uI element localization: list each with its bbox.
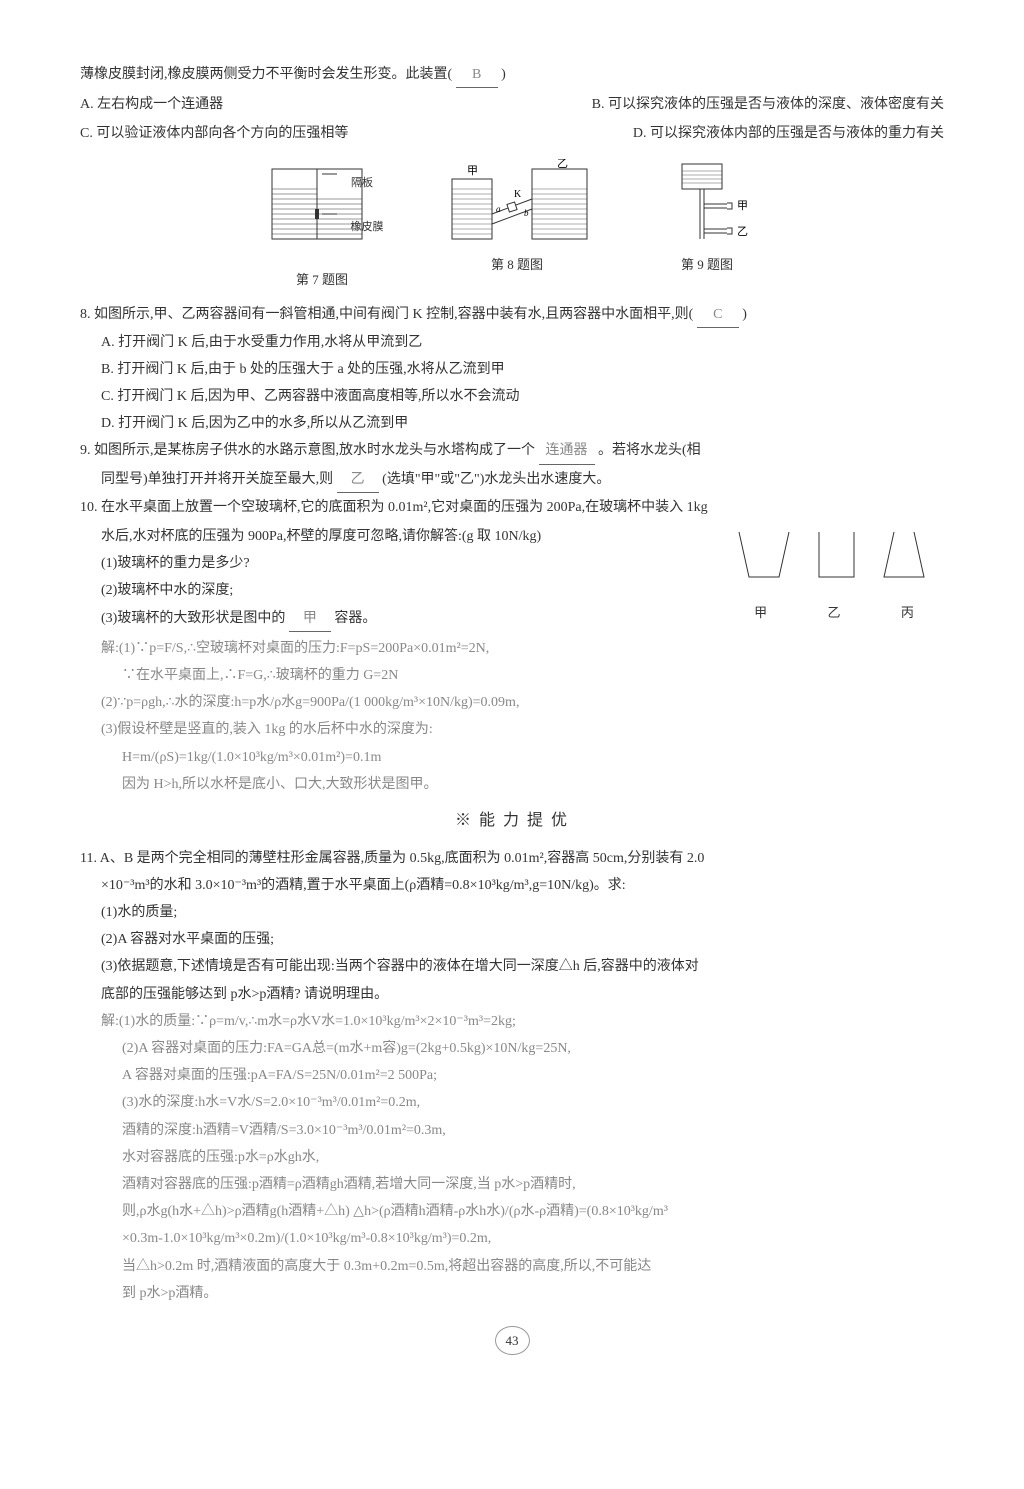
q7-stem: 薄橡皮膜封闭,橡皮膜两侧受力不平衡时会发生形变。此装置( B ) (80, 62, 944, 88)
q7-optB: B. 可以探究液体的压强是否与液体的深度、液体密度有关 (592, 92, 944, 117)
q9-stem-a: 9. 如图所示,是某栋房子供水的水路示意图,放水时水龙头与水塔构成了一个 (80, 443, 535, 458)
q10-sol3c: 因为 H>h,所以水杯是底小、口大,大致形状是图甲。 (80, 772, 944, 797)
q10-part1: (1)玻璃杯的重力是多少? (80, 551, 724, 576)
q8-optC: C. 打开阀门 K 后,因为甲、乙两容器中液面高度相等,所以水不会流动 (80, 384, 944, 409)
fig9-caption: 第 9 题图 (652, 253, 762, 276)
fig8-caption: 第 8 题图 (442, 253, 592, 276)
q9-line1: 9. 如图所示,是某栋房子供水的水路示意图,放水时水龙头与水塔构成了一个 连通器… (80, 438, 944, 464)
q10-cups-svg (724, 522, 944, 592)
q9-blank1: 连通器 (539, 438, 595, 464)
fig9-jia: 甲 (737, 200, 748, 212)
q10-part3a: (3)玻璃杯的大致形状是图中的 (101, 611, 285, 626)
q10-sol1b: ∵在水平桌面上,∴F=G,∴玻璃杯的重力 G=2N (80, 663, 944, 688)
q7-stem-end: ) (501, 67, 506, 82)
q10-sol3a: (3)假设杯壁是竖直的,装入 1kg 的水后杯中水的深度为: (80, 717, 944, 742)
q11-part3b: 底部的压强能够达到 p水>p酒精? 请说明理由。 (80, 982, 944, 1007)
q7-stem-text: 薄橡皮膜封闭,橡皮膜两侧受力不平衡时会发生形变。此装置( (80, 67, 452, 82)
fig8-yi: 乙 (557, 159, 568, 170)
q10-part3b: 容器。 (334, 611, 376, 626)
q7-answer: B (456, 62, 498, 88)
q11-sol3h: 到 p水>p酒精。 (80, 1281, 944, 1306)
q9-stem-c: 同型号)单独打开并将开关旋至最大,则 (101, 472, 333, 487)
q11-stem1: 11. A、B 是两个完全相同的薄壁柱形金属容器,质量为 0.5kg,底面积为 … (80, 846, 944, 871)
cup-yi: 乙 (827, 601, 840, 624)
q11-part2: (2)A 容器对水平桌面的压强; (80, 927, 944, 952)
q11-stem2: ×10⁻³m³的水和 3.0×10⁻³m³的酒精,置于水平桌面上(ρ酒精=0.8… (80, 873, 944, 898)
fig7-label2: 橡皮膜 (347, 218, 387, 238)
cup-jia: 甲 (754, 601, 767, 624)
fig8-block: 甲 乙 K a b 第 8 题图 (442, 159, 592, 292)
q10-part2: (2)玻璃杯中水的深度; (80, 578, 724, 603)
q11-sol1: 解:(1)水的质量:∵ρ=m/v,∴m水=ρ水V水=1.0×10³kg/m³×2… (80, 1009, 944, 1034)
section-title: ※ 能 力 提 优 (80, 807, 944, 836)
q10-stem1: 10. 在水平桌面上放置一个空玻璃杯,它的底面积为 0.01m²,它对桌面的压强… (80, 495, 944, 520)
q11-sol3e: 则,ρ水g(h水+△h)>ρ酒精g(h酒精+△h) △h>(ρ酒精h酒精-ρ水h… (80, 1199, 944, 1224)
q9-line2: 同型号)单独打开并将开关旋至最大,则 乙 (选填"甲"或"乙")水龙头出水速度大… (80, 467, 944, 493)
q11-sol3b: 酒精的深度:h酒精=V酒精/S=3.0×10⁻³m³/0.01m²=0.3m, (80, 1118, 944, 1143)
q10-stem2: 水后,水对杯底的压强为 900Pa,杯壁的厚度可忽略,请你解答:(g 取 10N… (80, 524, 724, 549)
fig9-block: 甲 乙 第 9 题图 (652, 159, 762, 292)
fig9-yi: 乙 (737, 225, 748, 238)
q10-sol3b: H=m/(ρS)=1kg/(1.0×10³kg/m³×0.01m²)=0.1m (80, 745, 944, 770)
figures-row: 隔板 橡皮膜 第 7 题图 甲 乙 K (80, 159, 944, 292)
q9-blank2: 乙 (337, 467, 379, 493)
q11-part1: (1)水的质量; (80, 900, 944, 925)
q8-stem-text: 8. 如图所示,甲、乙两容器间有一斜管相通,中间有阀门 K 控制,容器中装有水,… (80, 307, 693, 322)
q11-sol2b: A 容器对桌面的压强:pA=FA/S=25N/0.01m²=2 500Pa; (80, 1063, 944, 1088)
q7-optC: C. 可以验证液体内部向各个方向的压强相等 (80, 121, 348, 146)
q11-part3a: (3)依据题意,下述情境是否有可能出现:当两个容器中的液体在增大同一深度△h 后… (80, 954, 944, 979)
fig7-block: 隔板 橡皮膜 第 7 题图 (262, 159, 382, 292)
q9-stem-d: (选填"甲"或"乙")水龙头出水速度大。 (382, 472, 610, 487)
q9-stem-b: 。若将水龙头(相 (598, 443, 701, 458)
q8-optB: B. 打开阀门 K 后,由于 b 处的压强大于 a 处的压强,水将从乙流到甲 (80, 357, 944, 382)
q10-cups: 甲 乙 丙 (724, 522, 944, 625)
q10-sol1a: 解:(1)∵p=F/S,∴空玻璃杯对桌面的压力:F=pS=200Pa×0.01m… (80, 636, 944, 661)
section-title-text: ※ 能 力 提 优 (455, 807, 569, 836)
fig8-jia: 甲 (467, 165, 478, 177)
fig8-a: a (496, 204, 501, 214)
q8-answer: C (697, 302, 739, 328)
q11-sol3c: 水对容器底的压强:p水=ρ水gh水, (80, 1145, 944, 1170)
page-number-text: 43 (495, 1326, 530, 1355)
page-number: 43 (80, 1326, 944, 1355)
q11-sol3a: (3)水的深度:h水=V水/S=2.0×10⁻³m³/0.01m²=0.2m, (80, 1090, 944, 1115)
fig8-b: b (524, 208, 529, 218)
q8-optD: D. 打开阀门 K 后,因为乙中的水多,所以从乙流到甲 (80, 411, 944, 436)
q10-sol2: (2)∵p=ρgh,∴水的深度:h=p水/ρ水g=900Pa/(1 000kg/… (80, 690, 944, 715)
q10-blank: 甲 (289, 606, 331, 632)
q10-part3: (3)玻璃杯的大致形状是图中的 甲 容器。 (80, 606, 724, 632)
q8-stem-end: ) (742, 307, 747, 322)
q11-sol2a: (2)A 容器对桌面的压力:FA=GA总=(m水+m容)g=(2kg+0.5kg… (80, 1036, 944, 1061)
q8-optA: A. 打开阀门 K 后,由于水受重力作用,水将从甲流到乙 (80, 330, 944, 355)
fig8-K: K (514, 189, 522, 200)
fig7-label1: 隔板 (347, 174, 377, 194)
q11-sol3f: ×0.3m-1.0×10³kg/m³×0.2m)/(1.0×10³kg/m³-0… (80, 1226, 944, 1251)
fig9-svg: 甲 乙 (652, 159, 762, 249)
q7-optD: D. 可以探究液体内部的压强是否与液体的重力有关 (633, 121, 944, 146)
fig7-caption: 第 7 题图 (262, 268, 382, 291)
q7-optA: A. 左右构成一个连通器 (80, 92, 223, 117)
q8-stem: 8. 如图所示,甲、乙两容器间有一斜管相通,中间有阀门 K 控制,容器中装有水,… (80, 302, 944, 328)
fig8-svg: 甲 乙 K a b (442, 159, 592, 249)
cup-bing: 丙 (901, 601, 914, 624)
q11-sol3d: 酒精对容器底的压强:p酒精=ρ酒精gh酒精,若增大同一深度,当 p水>p酒精时, (80, 1172, 944, 1197)
q11-sol3g: 当△h>0.2m 时,酒精液面的高度大于 0.3m+0.2m=0.5m,将超出容… (80, 1254, 944, 1279)
